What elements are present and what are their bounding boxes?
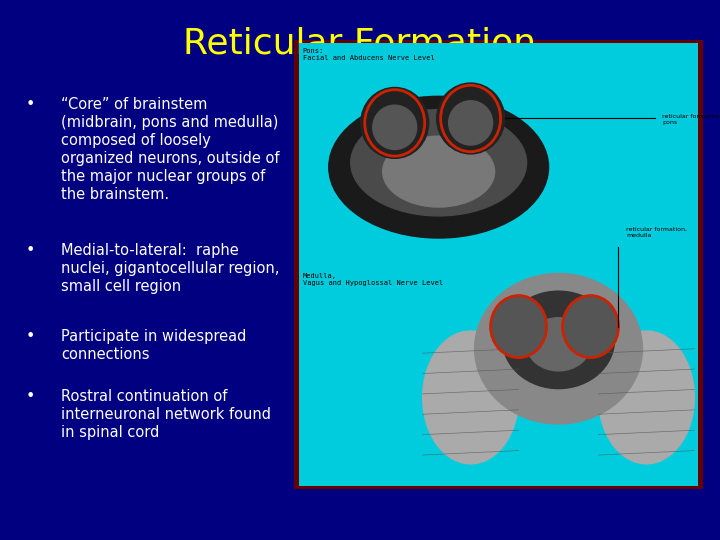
Ellipse shape (361, 87, 428, 158)
Ellipse shape (490, 295, 546, 357)
Ellipse shape (562, 295, 618, 357)
Ellipse shape (526, 318, 590, 371)
Ellipse shape (373, 105, 417, 150)
Text: Pons:
Facial and Abducens Nerve Level: Pons: Facial and Abducens Nerve Level (303, 48, 435, 60)
Text: Participate in widespread
connections: Participate in widespread connections (61, 329, 246, 362)
Ellipse shape (436, 83, 505, 154)
Text: Reticular Formation: Reticular Formation (184, 27, 536, 61)
Text: reticular formation,
medulla: reticular formation, medulla (626, 227, 688, 238)
Ellipse shape (598, 331, 694, 464)
Text: Medulla,
Vagus and Hypoglossal Nerve Level: Medulla, Vagus and Hypoglossal Nerve Lev… (303, 273, 443, 286)
Text: reticular formation,
pons: reticular formation, pons (662, 114, 720, 125)
Text: Medial-to-lateral:  raphe
nuclei, gigantocellular region,
small cell region: Medial-to-lateral: raphe nuclei, giganto… (61, 243, 279, 294)
Ellipse shape (449, 101, 492, 145)
Ellipse shape (423, 331, 518, 464)
Ellipse shape (383, 136, 495, 207)
Ellipse shape (351, 110, 526, 216)
Text: “Core” of brainstem
(midbrain, pons and medulla)
composed of loosely
organized n: “Core” of brainstem (midbrain, pons and … (61, 97, 279, 202)
Ellipse shape (329, 96, 549, 238)
Bar (294, 40, 703, 489)
Ellipse shape (503, 291, 614, 389)
Text: Rostral continuation of
interneuronal network found
in spinal cord: Rostral continuation of interneuronal ne… (61, 389, 271, 440)
Text: •: • (25, 97, 35, 112)
Text: •: • (25, 389, 35, 404)
Bar (299, 43, 698, 486)
Text: •: • (25, 243, 35, 258)
Ellipse shape (474, 273, 642, 424)
Text: •: • (25, 329, 35, 345)
